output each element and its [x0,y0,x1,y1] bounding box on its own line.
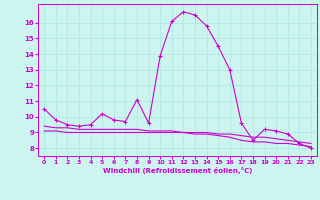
X-axis label: Windchill (Refroidissement éolien,°C): Windchill (Refroidissement éolien,°C) [103,167,252,174]
